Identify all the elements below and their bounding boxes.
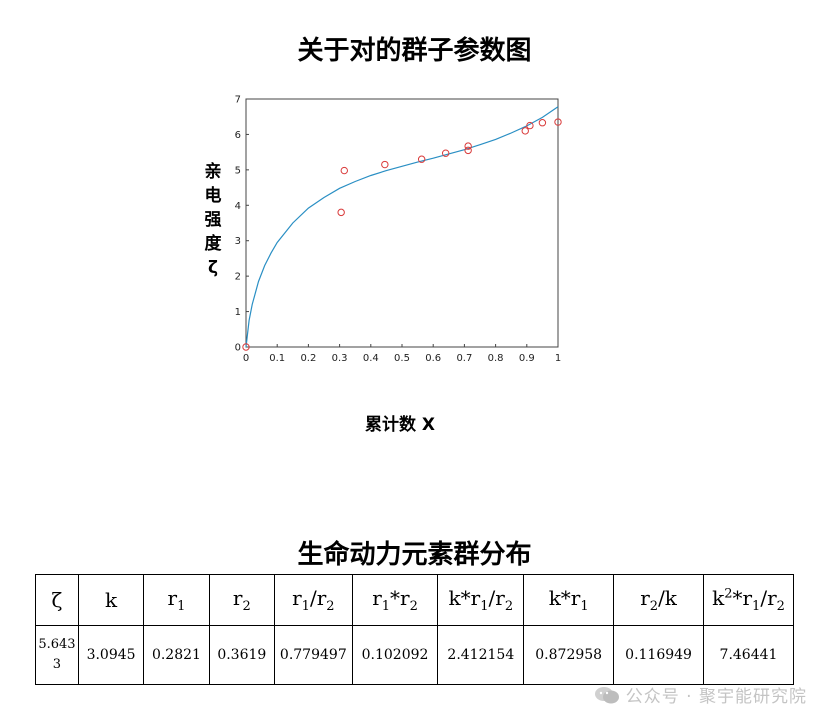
x-tick-label: 0: [243, 353, 249, 364]
y-axis-label: 亲电强度ζ: [204, 162, 222, 278]
table-value-cell: 0.779497: [274, 625, 353, 685]
plot-frame: [245, 98, 559, 348]
table-value-row: 5.6433 3.0945 0.2821 0.3619 0.779497 0.102092…: [35, 625, 794, 685]
table-header-cell: k2*r1/r2: [703, 574, 794, 626]
table-value-cell: 0.872958: [523, 625, 615, 685]
data-point: [417, 155, 426, 163]
y-tick-label: 5: [235, 165, 241, 176]
x-tick-label: 0.2: [300, 353, 316, 364]
y-tick-label: 4: [235, 201, 241, 212]
x-tick-label: 0.5: [394, 353, 410, 364]
y-tick-label: 1: [235, 307, 241, 318]
data-point: [337, 208, 345, 217]
table-value-cell: 0.116949: [613, 625, 705, 685]
x-tick-label: 0.9: [519, 353, 535, 364]
x-tick-label: 0.3: [332, 353, 348, 364]
table-header-cell: r2: [208, 574, 276, 626]
fit-curve-line: [245, 106, 559, 348]
data-point: [381, 160, 389, 169]
x-tick-label: 0.1: [269, 353, 285, 364]
chart-title: 关于对的群子参数图: [297, 36, 532, 66]
y-tick-label: 0: [235, 343, 241, 354]
y-tick-label: 3: [235, 236, 241, 247]
chat-bubbles-icon: [594, 686, 619, 703]
table-header-cell: r2/k: [613, 574, 705, 626]
data-point: [464, 142, 472, 150]
x-axis-label: 累计数 X: [364, 415, 436, 435]
data-point: [538, 119, 547, 127]
data-point: [554, 118, 562, 126]
y-tick-label: 2: [235, 272, 241, 283]
parameter-table: ζ k r1 r2 r1/r2 r1*r2 k*r1/r2 k*r1 r2/k k2*r1/r2 …: [35, 574, 794, 685]
watermark-text: 公众号 · 聚宇能研究院: [625, 687, 807, 707]
y-tick-label: 6: [235, 130, 241, 141]
table-value-cell: 0.2821: [143, 625, 210, 685]
data-point: [526, 121, 534, 130]
table-value-cell: 3.0945: [77, 625, 145, 685]
table-header-cell: r1*r2: [351, 574, 439, 626]
table-value-cell: 0.102092: [351, 625, 439, 685]
data-point: [441, 149, 450, 157]
table-header-row: ζ k r1 r2 r1/r2 r1*r2 k*r1/r2 k*r1 r2/k k2*r1/r2: [35, 574, 794, 626]
table-value-cell: 0.3619: [208, 625, 276, 685]
table-header-cell: k: [77, 574, 145, 626]
x-tick-label: 0.6: [425, 353, 441, 364]
data-point: [464, 146, 472, 155]
watermark: 公众号 · 聚宇能研究院: [594, 682, 807, 707]
scatter-chart: 0 0.1 0.2 0.3 0.4 0.5 0.6 0.7 0.8 0.9 1 0 1 2 3 4 5 6 7: [235, 95, 562, 364]
data-point: [340, 166, 348, 175]
y-tick-label: 7: [235, 95, 241, 106]
x-tick-label: 0.7: [456, 353, 472, 364]
data-point: [521, 127, 529, 135]
table-header-cell: ζ: [35, 574, 79, 626]
table-title: 生命动力元素群分布: [297, 540, 532, 570]
table-header-cell: k*r1: [523, 574, 615, 626]
x-tick-label: 0.8: [488, 353, 504, 364]
table-header-cell: r1: [143, 574, 210, 626]
data-point: [242, 343, 250, 351]
table-value-cell: 2.412154: [437, 625, 525, 685]
x-tick-label: 1: [555, 353, 561, 364]
table-header-cell: r1/r2: [274, 574, 353, 626]
table-value-cell: 7.46441: [703, 625, 794, 685]
table-header-cell: k*r1/r2: [437, 574, 525, 626]
x-tick-label: 0.4: [363, 353, 379, 364]
table-value-cell: 5.6433: [35, 625, 79, 685]
